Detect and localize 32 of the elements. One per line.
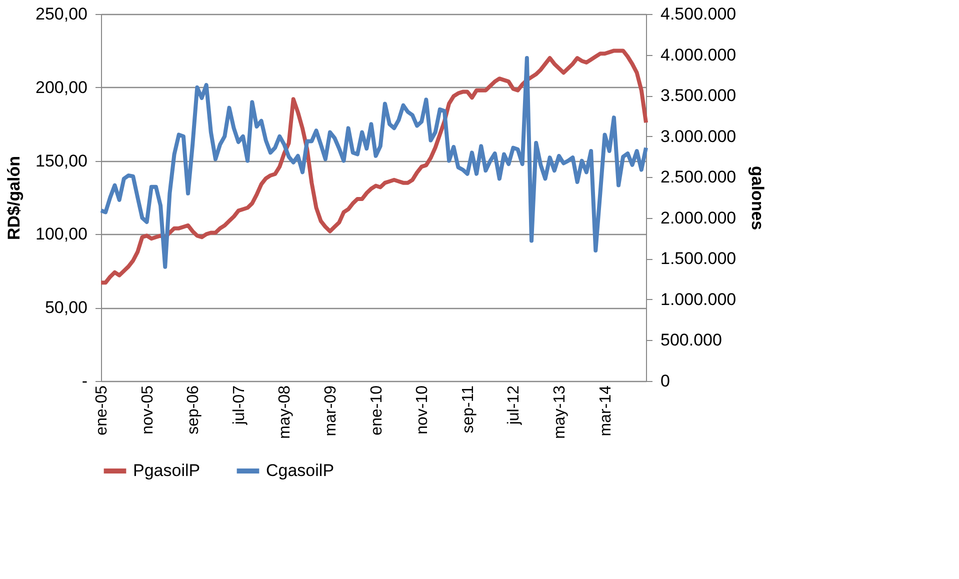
x-tick-label: mar-14 [597,385,614,436]
y2-tick-label: 0 [660,372,670,390]
x-tick-label: jul-12 [506,385,523,426]
x-tick-label: nov-05 [139,385,156,434]
y-tick-label: 50,00 [44,298,88,318]
legend-label: PgasoilP [133,461,200,480]
x-tick-label: sep-06 [185,385,202,434]
x-tick-label: nov-10 [414,385,432,434]
y2-tick-label: 3.000.000 [660,126,736,146]
y-tick-label: - [82,372,88,390]
y-tick-label: 200,00 [36,78,88,97]
x-tick-label: jul-07 [230,385,248,426]
x-tick-label: may-13 [551,385,568,439]
x-tick-label: ene-05 [94,385,110,436]
y-axis-title: RD$/galón [4,156,24,240]
y2-tick-label: 4.000.000 [660,45,736,64]
x-tick-label: ene-10 [368,385,386,436]
y2-tick-label: 2.500.000 [660,168,736,187]
y2-axis-title: galones [748,166,768,230]
y2-tick-label: 4.500.000 [660,4,736,24]
x-tick-label: mar-09 [322,385,340,436]
x-tick-label: sep-11 [460,385,477,434]
y2-tick-label: 500.000 [660,330,722,350]
y2-tick-label: 1.000.000 [660,290,736,309]
y-tick-label: 250,00 [36,4,88,24]
y-tick-label: 100,00 [36,224,88,244]
y2-tick-label: 1.500.000 [660,249,736,268]
y-tick-label: 150,00 [36,151,88,170]
y2-tick-label: 3.500.000 [660,86,736,106]
y2-tick-label: 2.000.000 [660,208,736,228]
x-tick-label: may-08 [276,385,294,439]
legend-label: CgasoilP [266,461,334,480]
